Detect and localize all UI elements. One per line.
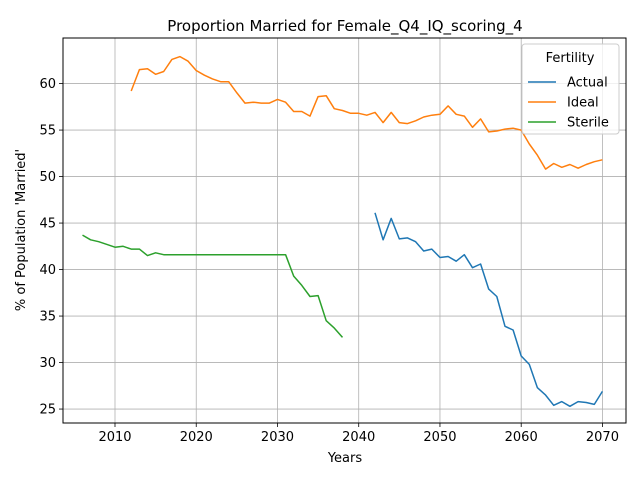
y-tick-label: 25 — [39, 403, 56, 418]
chart-title: Proportion Married for Female_Q4_IQ_scor… — [167, 17, 522, 36]
legend-label-actual: Actual — [567, 76, 608, 91]
x-tick-label: 2040 — [342, 430, 375, 445]
series-line-sterile — [82, 234, 344, 338]
legend-box — [521, 43, 620, 135]
y-tick-label: 40 — [39, 263, 56, 278]
x-tick-label: 2070 — [586, 430, 619, 445]
y-tick-label: 60 — [39, 77, 56, 92]
series-line-ideal — [130, 55, 603, 170]
y-tick-label: 45 — [39, 217, 56, 232]
y-tick-label: 50 — [39, 170, 56, 185]
x-tick-label: 2020 — [180, 430, 213, 445]
x-tick-label: 2030 — [261, 430, 294, 445]
y-tick-label: 30 — [39, 356, 56, 371]
axis-ticks: 2010 2020 2030 2040 2050 2060 2070 25 30 35 40 45 50… — [39, 77, 619, 445]
legend: Fertility Actual Ideal Sterile — [521, 43, 620, 135]
x-tick-label: 2050 — [423, 430, 456, 445]
legend-label-ideal: Ideal — [567, 96, 599, 111]
legend-title: Fertility — [546, 51, 595, 66]
plot-frame — [62, 37, 627, 424]
x-axis-label: Years — [327, 451, 363, 466]
legend-items: Actual Ideal Sterile — [528, 76, 609, 131]
series-line-actual — [374, 212, 604, 408]
x-tick-label: 2060 — [505, 430, 538, 445]
y-tick-label: 35 — [39, 310, 56, 325]
y-axis-label: % of Population 'Married' — [14, 149, 29, 311]
x-tick-label: 2010 — [98, 430, 131, 445]
series-lines — [82, 55, 604, 408]
y-tick-label: 55 — [39, 124, 56, 139]
legend-label-sterile: Sterile — [567, 116, 609, 131]
